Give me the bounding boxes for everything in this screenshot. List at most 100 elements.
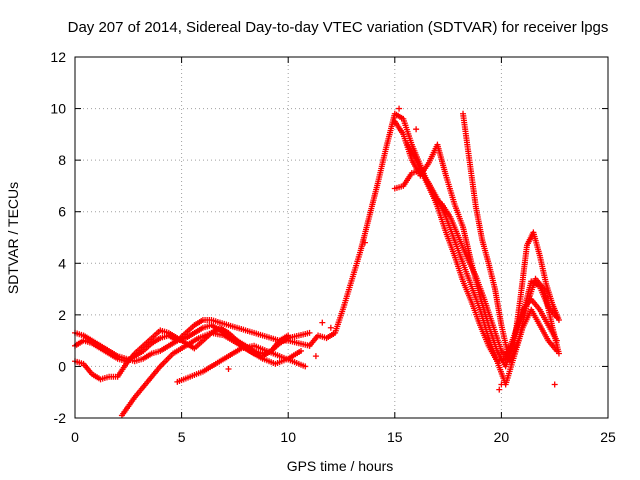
x-tick-label: 15 <box>387 429 403 445</box>
trace-marker <box>514 339 521 346</box>
trace-marker <box>232 339 239 346</box>
trace-marker <box>266 334 273 341</box>
trace-marker <box>274 352 281 359</box>
trace-marker <box>555 348 562 355</box>
trace-marker <box>293 333 300 340</box>
trace-marker <box>219 332 226 339</box>
trace-marker <box>454 232 461 239</box>
trace-marker <box>214 318 221 325</box>
trace-marker <box>467 281 474 288</box>
plot-frame <box>74 56 609 419</box>
trace-marker <box>138 344 145 351</box>
y-tick-label: 8 <box>58 152 66 168</box>
trace-marker <box>485 258 492 265</box>
trace-marker <box>155 365 162 372</box>
x-tick-label: 5 <box>178 429 186 445</box>
trace-marker <box>476 304 483 311</box>
trace-marker <box>480 294 487 301</box>
trace-marker <box>261 347 268 354</box>
trace-marker <box>198 325 205 332</box>
x-axis-label: GPS time / hours <box>287 458 394 474</box>
trace-marker <box>398 114 405 121</box>
trace-marker <box>420 173 427 180</box>
trace-marker <box>248 329 255 336</box>
trace-marker <box>544 335 551 342</box>
trace-marker <box>172 338 179 345</box>
trace-marker <box>147 351 154 358</box>
trace-marker <box>274 341 281 348</box>
trace-marker <box>450 198 457 205</box>
trace-marker <box>463 253 470 260</box>
trace-marker <box>412 155 419 162</box>
trace-marker <box>287 357 294 364</box>
trace-marker <box>555 315 562 322</box>
trace-marker <box>374 182 381 189</box>
trace-marker <box>542 278 549 285</box>
trace-marker <box>198 318 205 325</box>
trace-marker <box>197 369 204 376</box>
trace-marker <box>523 244 530 251</box>
trace-marker <box>493 356 500 363</box>
data-point <box>225 366 232 373</box>
trace-marker <box>330 330 337 337</box>
trace-marker <box>478 234 485 241</box>
trace-marker <box>442 227 449 234</box>
trace-marker <box>223 321 230 328</box>
trace-marker <box>168 352 175 359</box>
trace-marker <box>236 346 243 353</box>
trace-marker <box>535 320 542 327</box>
trace-marker <box>95 341 102 348</box>
trace-marker <box>180 335 187 342</box>
trace-marker <box>382 146 389 153</box>
trace-marker <box>155 336 162 343</box>
data-point <box>396 105 403 112</box>
data-point <box>327 324 334 331</box>
trace-marker <box>78 360 85 367</box>
y-tick-label: 2 <box>58 307 66 323</box>
trace-marker <box>184 374 191 381</box>
trace-marker <box>399 129 406 136</box>
trace-marker <box>548 299 555 306</box>
trace-marker <box>193 336 200 343</box>
trace-marker <box>130 396 137 403</box>
trace-marker <box>257 331 264 338</box>
data-point <box>413 126 420 133</box>
trace-marker <box>240 326 247 333</box>
x-tick-label: 25 <box>600 429 616 445</box>
trace-marker <box>296 349 303 356</box>
trace-marker <box>147 341 154 348</box>
trace-marker <box>283 336 290 343</box>
data-points <box>72 105 562 419</box>
x-tick-label: 10 <box>280 429 296 445</box>
trace-marker <box>112 373 119 380</box>
trace-marker <box>87 369 94 376</box>
y-tick-label: 12 <box>50 49 66 65</box>
trace-marker <box>467 296 474 303</box>
y-axis-label: SDTVAR / TECUs <box>5 182 21 294</box>
trace-marker <box>163 329 170 336</box>
trace-marker <box>138 356 145 363</box>
trace-marker <box>489 320 496 327</box>
trace-marker <box>424 161 431 168</box>
data-point <box>312 353 319 360</box>
trace-marker <box>223 354 230 361</box>
trace-marker <box>471 271 478 278</box>
trace-marker <box>87 336 94 343</box>
trace-marker <box>429 191 436 198</box>
trace-marker <box>189 323 196 330</box>
trace-marker <box>407 171 414 178</box>
y-tick-label: 0 <box>58 358 66 374</box>
trace-marker <box>348 277 355 284</box>
data-point <box>498 381 505 388</box>
trace-marker <box>155 328 162 335</box>
trace-marker <box>210 361 217 368</box>
data-point <box>438 200 445 207</box>
y-tick-label: 10 <box>50 101 66 117</box>
x-tick-label: 20 <box>494 429 510 445</box>
trace-marker <box>365 215 372 222</box>
trace-marker <box>523 303 530 310</box>
trace-marker <box>446 212 453 219</box>
trace-marker <box>257 354 264 361</box>
